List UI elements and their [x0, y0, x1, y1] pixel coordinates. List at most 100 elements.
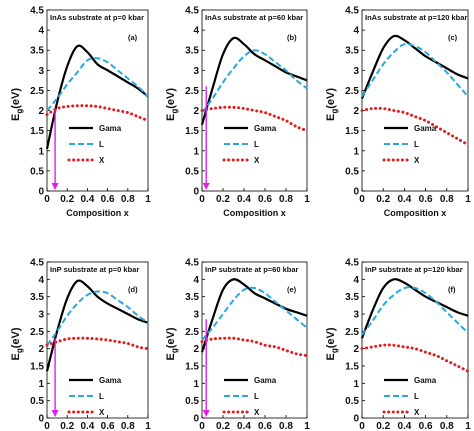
y-tick-label: 3.5 — [185, 292, 199, 303]
y-tick-label: 4 — [193, 26, 199, 37]
y-tick-label: 0.5 — [30, 166, 44, 177]
series-line-x — [360, 343, 470, 373]
x-tick-label: 0.8 — [279, 194, 293, 205]
y-tick-label: 0 — [353, 187, 359, 198]
y-tick-label: 4.5 — [185, 258, 199, 269]
y-axis-label-rest: (eV) — [325, 327, 337, 348]
panel-label: (f) — [448, 285, 456, 294]
y-axis-label-sub: g — [15, 348, 24, 353]
arrow-head — [51, 410, 59, 417]
x-tick-label: 0.4 — [397, 194, 411, 205]
series-line-l — [361, 42, 469, 98]
x-tick-label: 1 — [304, 421, 310, 431]
y-tick-label: 3.5 — [30, 292, 44, 303]
series-line-gama — [360, 278, 469, 339]
y-axis-label: Eg(eV) — [10, 327, 24, 360]
y-tick-label: 0.5 — [185, 166, 199, 177]
legend-label-gama: Gama — [254, 124, 277, 133]
y-tick-label: 3.5 — [30, 46, 44, 57]
y-axis-label-rest: (eV) — [325, 88, 337, 109]
legend-label-gama: Gama — [414, 124, 437, 133]
series-line-l — [201, 286, 308, 341]
y-tick-label: 2 — [353, 106, 359, 117]
y-tick-label: 1.5 — [345, 126, 359, 137]
y-axis-label-sub: g — [330, 348, 339, 353]
y-tick-label: 1.5 — [30, 362, 44, 373]
y-axis-label-main: E — [10, 114, 22, 121]
x-tick-label: 0.6 — [258, 421, 272, 431]
series-line-gama — [200, 278, 308, 353]
panel-title: InAs substrate at p=0 kbar — [50, 13, 144, 22]
x-tick-label: 0 — [44, 421, 50, 431]
y-tick-label: 2 — [38, 344, 44, 355]
x-tick-label: 1 — [465, 194, 471, 205]
legend-label-l: L — [99, 392, 104, 401]
y-tick-label: 3 — [38, 310, 44, 321]
x-tick-label: 0.4 — [80, 421, 94, 431]
y-axis-label-main: E — [10, 353, 22, 360]
x-tick-label: 0.8 — [121, 421, 135, 431]
y-tick-label: 2.5 — [185, 327, 199, 338]
y-axis-label-sub: g — [15, 109, 24, 114]
chart-panel-f: 0 0.5 1 1.5 2 2.5 3 3.5 4 4.5 0 0.2 0.4 0.6 0.8 1 Eg(eV)… — [325, 258, 471, 431]
x-tick-label: 1 — [145, 194, 151, 205]
y-tick-label: 4.5 — [185, 6, 199, 17]
legend-label-gama: Gama — [99, 124, 122, 133]
legend-label-x: X — [254, 408, 260, 417]
legend-label-x: X — [254, 156, 260, 165]
x-tick-label: 0.4 — [237, 194, 251, 205]
x-tick-label: 0 — [199, 194, 205, 205]
series-line-x — [200, 336, 309, 358]
legend-label-l: L — [254, 140, 259, 149]
panel-title: InAs substrate at p=120 kbar — [365, 13, 467, 22]
x-tick-label: 0.2 — [216, 194, 230, 205]
x-tick-label: 0.4 — [397, 421, 411, 431]
x-axis-label: Composition x — [66, 208, 129, 218]
y-tick-label: 2.5 — [185, 86, 199, 97]
arrow-head — [202, 183, 210, 190]
y-tick-label: 4.5 — [345, 6, 359, 17]
series-line-x — [45, 336, 150, 351]
y-tick-label: 1 — [353, 146, 359, 157]
legend-label-x: X — [414, 156, 420, 165]
series-line-x — [360, 106, 470, 147]
y-tick-label: 2 — [193, 106, 199, 117]
y-tick-label: 0.5 — [185, 396, 199, 407]
panel-title: InP substrate at p=0 kbar — [50, 265, 139, 274]
x-tick-label: 0 — [359, 421, 365, 431]
x-tick-label: 0 — [199, 421, 205, 431]
x-tick-label: 0.2 — [376, 421, 390, 431]
legend-label-gama: Gama — [254, 376, 277, 385]
x-tick-label: 0.4 — [80, 194, 94, 205]
x-tick-label: 0.8 — [279, 421, 293, 431]
y-tick-label: 1 — [353, 379, 359, 390]
y-tick-label: 3.5 — [345, 292, 359, 303]
legend-label-l: L — [414, 392, 419, 401]
series-line-l — [201, 49, 308, 114]
panel-label: (c) — [448, 33, 458, 42]
legend-label-l: L — [99, 140, 104, 149]
y-axis-label: Eg(eV) — [10, 88, 24, 121]
arrow-head — [51, 183, 59, 190]
y-tick-label: 4 — [38, 275, 44, 286]
x-tick-label: 0.8 — [440, 421, 454, 431]
arrow-head — [202, 410, 210, 417]
y-tick-label: 1 — [193, 146, 199, 157]
y-tick-label: 4 — [193, 275, 199, 286]
series-line-l — [46, 57, 149, 112]
y-tick-label: 4 — [353, 26, 359, 37]
x-tick-label: 0 — [44, 194, 50, 205]
y-tick-label: 3 — [38, 66, 44, 77]
legend-label-x: X — [99, 156, 105, 165]
x-tick-label: 0.4 — [237, 421, 251, 431]
plot-frame — [361, 9, 469, 192]
plot-frame — [46, 9, 149, 192]
y-tick-label: 3.5 — [185, 46, 199, 57]
panel-label: (e) — [287, 285, 297, 294]
y-tick-label: 3 — [193, 66, 199, 77]
y-tick-label: 3.5 — [345, 46, 359, 57]
x-tick-label: 1 — [145, 421, 151, 431]
series-line-gama — [45, 279, 149, 372]
x-tick-label: 0.6 — [419, 421, 433, 431]
y-axis-label-main: E — [325, 114, 337, 121]
